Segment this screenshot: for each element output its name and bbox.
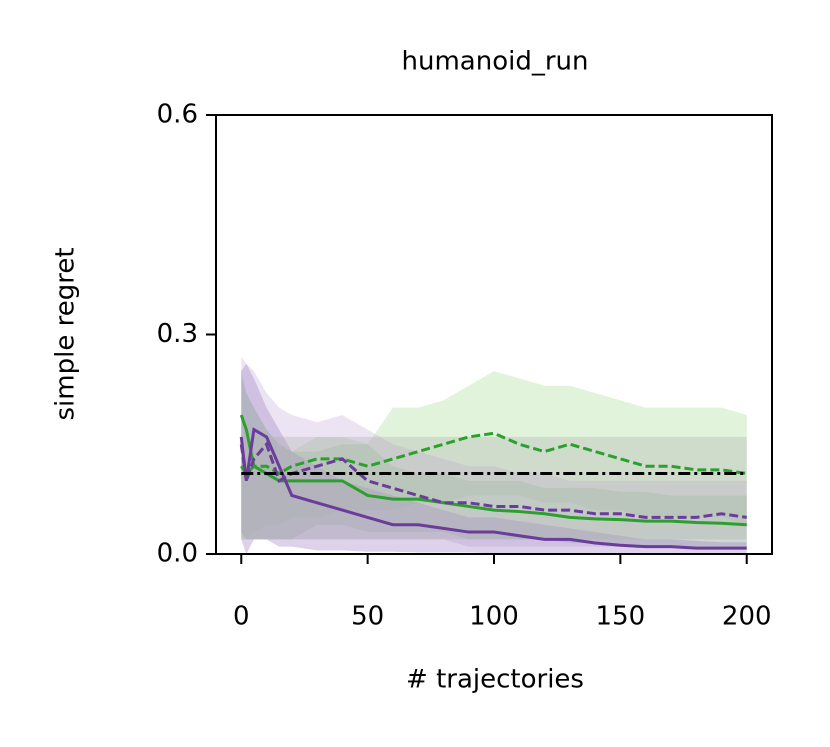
band xyxy=(241,436,747,540)
line xyxy=(239,441,747,519)
y-tick-label: 0.3 xyxy=(157,319,198,349)
band xyxy=(241,371,747,547)
y-tick-label: 0.0 xyxy=(157,539,198,569)
band xyxy=(241,371,747,540)
y-axis-label: simple regret xyxy=(51,247,81,420)
y-tick-label: 0.6 xyxy=(157,100,198,130)
x-tick-label: 200 xyxy=(722,602,772,632)
line xyxy=(239,427,747,550)
x-tick-label: 50 xyxy=(351,602,384,632)
plot-area xyxy=(239,356,747,554)
band xyxy=(241,356,747,547)
x-tick-label: 150 xyxy=(596,602,646,632)
x-tick-label: 0 xyxy=(233,602,250,632)
x-tick-label: 100 xyxy=(469,602,519,632)
band xyxy=(241,363,747,554)
x-axis-label: # trajectories xyxy=(406,665,584,695)
chart-title: humanoid_run xyxy=(402,47,589,77)
line xyxy=(239,414,747,527)
